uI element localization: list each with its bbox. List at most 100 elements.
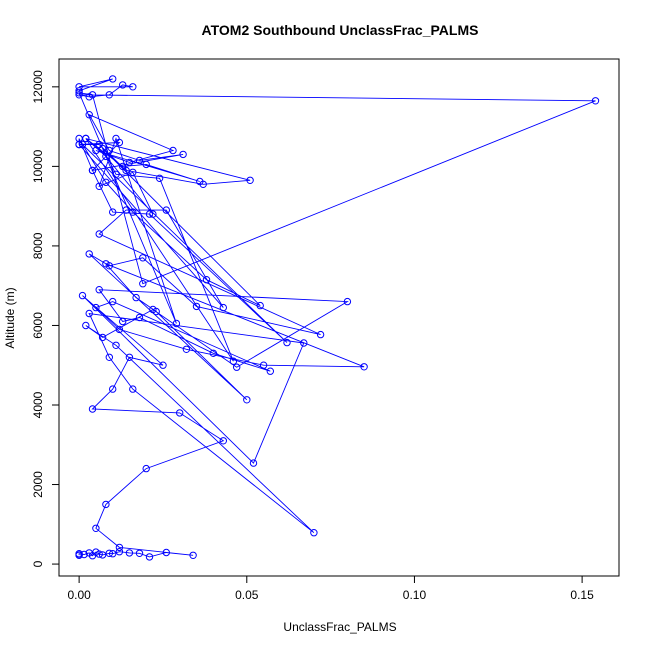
data-point	[259, 361, 268, 369]
data-point	[129, 208, 137, 216]
data-point	[122, 166, 130, 175]
data-point	[109, 208, 117, 216]
data-point	[112, 341, 120, 349]
data-point	[85, 111, 93, 119]
y-axis-label: Altitude (m)	[3, 287, 17, 348]
data-point	[75, 91, 83, 99]
chart-title: ATOM2 Southbound UnclassFrac_PALMS	[202, 22, 479, 38]
data-point	[102, 152, 110, 161]
data-point	[105, 262, 114, 270]
data-point	[243, 396, 251, 404]
data-point	[78, 291, 87, 300]
data-point	[145, 210, 154, 218]
data-point	[125, 549, 134, 557]
data-point	[155, 174, 164, 183]
data-point	[85, 93, 93, 101]
data-point	[109, 550, 117, 558]
data-point	[95, 550, 103, 558]
data-point	[78, 140, 87, 149]
data-point	[112, 134, 120, 143]
y-tick-label: 4000	[31, 391, 45, 418]
data-point	[109, 385, 117, 393]
data-point	[125, 158, 134, 167]
data-point	[219, 303, 228, 312]
x-tick-label: 0.00	[67, 588, 91, 602]
data-point	[105, 146, 114, 155]
data-point	[316, 330, 325, 339]
data-point	[189, 551, 197, 559]
data-point	[92, 524, 100, 532]
data-point	[142, 464, 150, 473]
data-point	[92, 303, 100, 312]
series-line	[78, 78, 596, 558]
data-point	[105, 91, 114, 99]
data-point	[115, 543, 124, 552]
data-point	[80, 550, 88, 559]
data-point	[88, 166, 97, 175]
y-tick-label: 10000	[31, 149, 45, 183]
y-axis: 0 2000 4000 6000 8000 10000 12000	[31, 70, 60, 567]
data-point	[122, 206, 130, 214]
data-point	[182, 345, 191, 353]
y-tick-label: 8000	[31, 232, 45, 259]
data-point	[125, 353, 134, 361]
data-point	[229, 357, 238, 365]
data-point	[310, 529, 318, 537]
data-point	[102, 500, 110, 509]
data-point	[102, 178, 110, 187]
x-tick-label: 0.10	[403, 588, 427, 602]
data-point	[139, 280, 147, 288]
data-point	[209, 349, 218, 357]
data-point	[85, 309, 93, 318]
data-point	[135, 313, 144, 322]
data-point	[246, 176, 254, 185]
data-point	[343, 297, 352, 306]
data-point	[92, 146, 100, 155]
y-tick-label: 6000	[31, 312, 45, 339]
x-tick-label: 0.05	[235, 588, 259, 602]
data-point	[112, 170, 120, 179]
data-point	[105, 353, 114, 361]
data-point	[149, 210, 157, 218]
data-point	[135, 549, 144, 557]
data-point	[95, 230, 103, 238]
data-point	[115, 325, 124, 334]
data-point	[139, 254, 147, 262]
data-point	[82, 134, 90, 143]
data-point	[88, 405, 97, 413]
data-point	[360, 363, 368, 371]
data-point	[192, 302, 201, 311]
data-point	[98, 551, 107, 559]
data-point	[179, 150, 187, 159]
data-point	[176, 409, 184, 417]
data-point	[75, 87, 83, 95]
data-point	[300, 339, 308, 347]
data-point	[105, 549, 114, 557]
data-point	[95, 286, 103, 294]
x-tick-label: 0.15	[570, 588, 594, 602]
data-point	[172, 319, 181, 328]
data-point	[75, 140, 83, 149]
data-point	[142, 160, 150, 169]
data-point	[95, 182, 103, 191]
data-point	[129, 385, 137, 393]
data-point	[266, 367, 274, 375]
data-point	[132, 293, 140, 302]
data-point	[75, 550, 83, 558]
data-point	[145, 553, 154, 561]
x-axis: 0.00 0.05 0.10 0.15	[67, 575, 594, 602]
data-point	[95, 140, 103, 149]
data-point	[82, 321, 90, 330]
data-point	[135, 156, 144, 165]
data-point	[591, 97, 600, 105]
data-point	[162, 548, 171, 557]
data-point	[98, 333, 107, 342]
data-point	[256, 301, 264, 310]
data-point	[283, 338, 291, 347]
data-point	[129, 83, 137, 91]
x-axis-label: UnclassFrac_PALMS	[283, 620, 396, 634]
series-lines	[78, 78, 596, 558]
data-point	[119, 81, 127, 89]
